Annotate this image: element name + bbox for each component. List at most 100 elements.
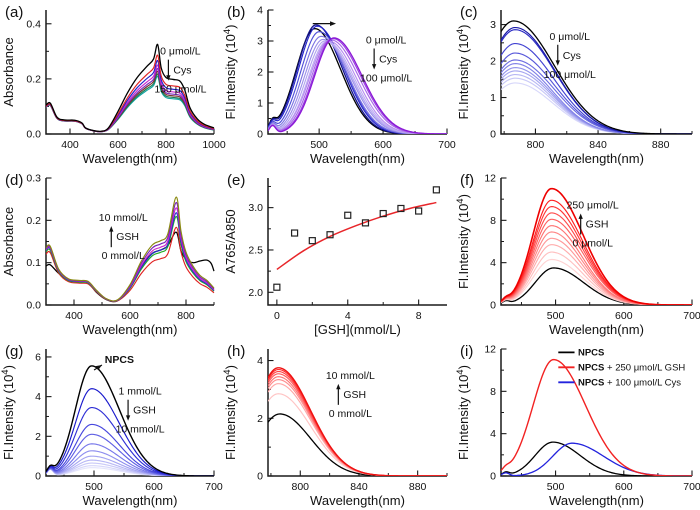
x-tick-label: 840: [350, 481, 368, 493]
panel-d-series: [46, 196, 215, 303]
spectrum-curve: [268, 37, 448, 134]
x-tick-label: 600: [615, 481, 633, 493]
panel-b-tag: (b): [227, 4, 245, 21]
y-tick-label: 2: [490, 56, 496, 68]
legend-entry-desc: + 250 μmol/L GSH: [604, 362, 685, 373]
y-tick-label: 0.3: [26, 173, 41, 185]
annotation-bottom: 0 mmol/L: [329, 408, 372, 420]
y-label-pre: A765/A850: [223, 209, 238, 273]
x-tick-label: 800: [157, 139, 175, 151]
panel-g-y-label: Fl.Intensity (104): [0, 365, 16, 460]
panel-f-plot: (f) 500 600 700 0 4 8 12 Wavelength(nm) Fl.Intens…: [455, 172, 700, 337]
panel-d: (d) 400 600 800 0.0 0.1 0.2 0.3 Wavelength(nm) Ab…: [0, 168, 222, 339]
y-label-pre: Fl.Intensity (10: [223, 34, 238, 119]
x-tick-label: 400: [61, 139, 79, 151]
up-arrowhead-icon: [336, 383, 341, 390]
down-arrowhead-icon: [166, 75, 171, 81]
panel-c-plot: (c) 800 840 880 0 1 2 3 Wavelength(nm) Fl.Intensi…: [455, 4, 693, 166]
panel-b-plot: (b) 500 600 700 0 1 2 3 4 Wavelength(nm) Fl.Intens…: [222, 4, 456, 166]
data-point-square: [326, 231, 334, 239]
x-tick-label: 500: [85, 481, 103, 493]
spectrum-curve: [46, 226, 215, 303]
y-tick-label: 2.5: [248, 244, 263, 256]
data-point-square: [290, 229, 299, 237]
y-label-sup: 4: [455, 198, 466, 203]
panel-d-plot: (d) 400 600 800 0.0 0.1 0.2 0.3 Wavelength(nm) Ab…: [1, 172, 215, 337]
x-tick-label: 500: [310, 139, 328, 151]
panel-a-series: [46, 43, 215, 133]
x-tick-label: 840: [589, 139, 607, 151]
spectrum-curve: [501, 59, 692, 134]
panel-h-tag: (h): [227, 343, 245, 360]
x-tick-label: 4: [345, 310, 351, 322]
annotation-analyte: GSH: [133, 405, 156, 417]
annotation-top: 10 mmol/L: [326, 370, 375, 382]
legend-entry-name: NPCS: [578, 377, 604, 388]
panel-c-series: [501, 20, 692, 134]
y-tick-label: 4: [490, 428, 496, 440]
y-tick-label: 0: [490, 129, 496, 141]
x-tick-label: 800: [177, 310, 195, 322]
panel-e-x-label: [GSH](mmol/L): [314, 322, 401, 337]
x-tick-label: 800: [292, 481, 310, 493]
callout-arrowhead-icon: [95, 365, 102, 371]
y-label-sup: 4: [222, 29, 233, 34]
up-arrowhead-icon: [109, 226, 114, 232]
panel-f: (f) 500 600 700 0 4 8 12 Wavelength(nm) Fl.Intens…: [455, 168, 700, 339]
annotation-bottom: 100 μmol/L: [544, 69, 596, 81]
down-arrowhead-icon: [371, 64, 377, 70]
spectrum-curve: [501, 442, 693, 476]
panel-i: (i) 500 600 700 0 4 8 12 Wavelength(nm) Fl.Intens…: [455, 339, 700, 510]
spectrum-curve: [268, 413, 447, 476]
data-point-square: [379, 209, 387, 218]
y-tick-label: 1: [490, 92, 496, 104]
y-tick-label: 1: [257, 98, 263, 110]
shift-right-arrowhead-icon: [330, 21, 337, 27]
y-tick-label: 0.0: [26, 129, 41, 141]
panel-e: (e) 0 4 8 2.0 2.5 3.0 [GSH](mmol/L) A765/A850: [222, 168, 455, 339]
y-label-sup: 4: [222, 369, 233, 374]
data-point-square: [344, 211, 352, 219]
panel-a-tag: (a): [5, 4, 23, 21]
y-label-pre: Absorbance: [1, 207, 16, 276]
panel-i-y-label: Fl.Intensity (104): [455, 365, 471, 460]
annotation-top: 10 mmol/L: [99, 212, 148, 224]
panel-e-y-label: A765/A850: [223, 209, 238, 273]
x-tick-label: 0: [274, 310, 280, 322]
panel-a-y-label: Absorbance: [1, 37, 16, 106]
annotation-top: 0 μmol/L: [366, 34, 407, 46]
annotation-bottom: 0 μmol/L: [572, 237, 613, 249]
panel-i-plot: (i) 500 600 700 0 4 8 12 Wavelength(nm) Fl.Intens…: [455, 343, 700, 508]
x-tick-label: 600: [615, 310, 633, 322]
y-label-post: ): [456, 25, 471, 29]
x-tick-label: 800: [527, 139, 545, 151]
panel-a-plot: (a) 400 600 800 1000 0.0 0.2 0.4 Wavelength(nm) A…: [1, 4, 226, 166]
panel-g-series: [46, 365, 215, 476]
y-tick-label: 0: [257, 129, 263, 141]
annotation-top: 1 mmol/L: [118, 386, 161, 398]
y-tick-label: 0: [490, 471, 496, 483]
y-label-pre: Absorbance: [1, 37, 16, 106]
y-tick-label: 0.0: [26, 300, 41, 312]
y-tick-label: 8: [490, 215, 496, 227]
legend-entry-name: NPCS: [578, 362, 604, 373]
spectrum-curve: [46, 196, 215, 302]
x-tick-label: 600: [121, 310, 139, 322]
panel-c-tag: (c): [460, 4, 478, 21]
panel-a: (a) 400 600 800 1000 0.0 0.2 0.4 Wavelength(nm) A…: [0, 0, 226, 168]
panel-h-series: [268, 367, 447, 476]
panel-f-y-label: Fl.Intensity (104): [455, 194, 471, 289]
panel-g-x-label: Wavelength(nm): [83, 493, 178, 508]
axes: [267, 178, 447, 306]
y-tick-label: 0: [257, 471, 263, 483]
panel-e-plot: (e) 0 4 8 2.0 2.5 3.0 [GSH](mmol/L) A765/A850: [223, 172, 447, 337]
x-tick-label: 700: [683, 310, 700, 322]
spectrum-curve: [46, 365, 214, 476]
y-tick-label: 0: [35, 471, 41, 483]
x-tick-label: 880: [409, 481, 427, 493]
x-tick-label: 500: [547, 481, 565, 493]
y-tick-label: 4: [257, 355, 263, 367]
panel-g-tag: (g): [5, 343, 23, 360]
panel-h-y-label: Fl.Intensity (104): [222, 365, 238, 460]
